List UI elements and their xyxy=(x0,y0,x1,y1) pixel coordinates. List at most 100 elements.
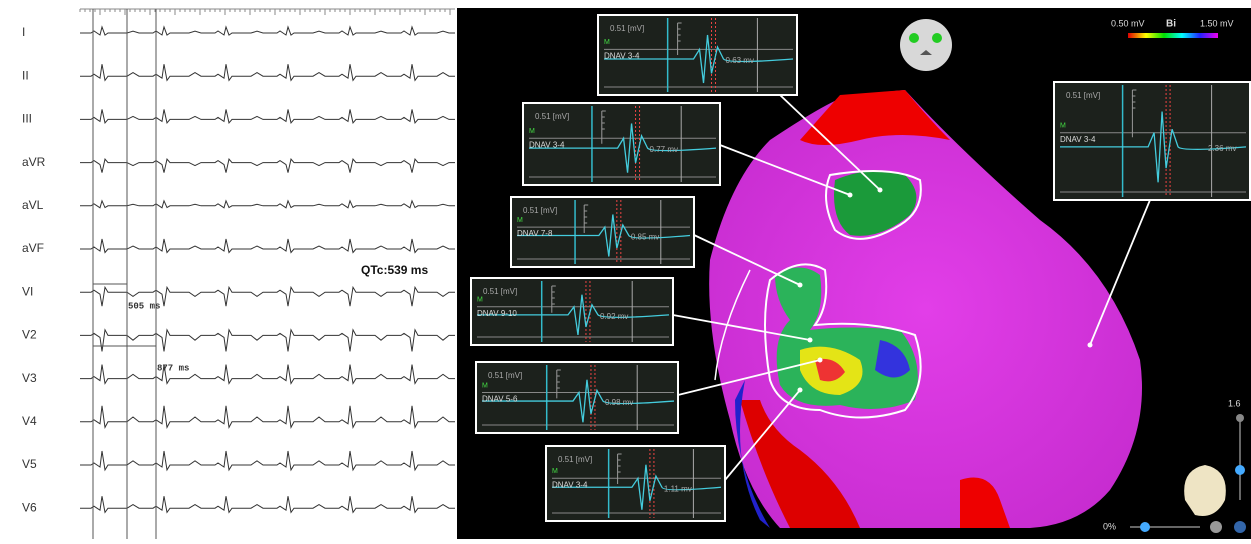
arrow-head xyxy=(1087,342,1093,348)
inset-marker: M xyxy=(1060,123,1066,130)
inset-frame xyxy=(597,14,798,96)
leader-line xyxy=(724,389,801,481)
arrow-head xyxy=(797,282,803,288)
leader-line xyxy=(719,144,851,196)
egm-trace xyxy=(482,379,675,423)
inset-scale: 0.51 [mV] xyxy=(535,112,569,121)
qtc-label: QTc:539 ms xyxy=(361,263,428,277)
ecg-trace xyxy=(80,238,455,254)
scale-bar xyxy=(617,453,622,484)
interval-label: 505 ms xyxy=(128,301,160,311)
ecg-trace xyxy=(80,450,455,472)
inset-scale: 0.51 [mV] xyxy=(483,287,517,296)
ecg-trace xyxy=(80,328,455,352)
inset-marker: M xyxy=(482,382,488,389)
leader-line xyxy=(779,94,881,191)
border-zone xyxy=(735,380,770,528)
inset-scale: 0.51 [mV] xyxy=(523,206,557,215)
egm-inset: 0.51 [mV]M DNAV 3-4 0.77 mv xyxy=(522,102,721,186)
egm-trace xyxy=(517,214,691,257)
lead-label: VI xyxy=(22,284,33,298)
inset-amplitude: 0.77 mv xyxy=(650,145,678,154)
ecg-trace xyxy=(80,199,455,209)
inset-scale: 0.51 [mV] xyxy=(488,371,522,380)
arrow-head xyxy=(877,187,883,193)
inset-label: DNAV 5-6 xyxy=(482,395,518,404)
heart-surface xyxy=(709,90,1142,528)
inset-marker: M xyxy=(529,128,535,135)
lead-label: V2 xyxy=(22,328,37,342)
lead-label: aVR xyxy=(22,155,46,169)
inset-frame xyxy=(470,277,674,346)
scar-core xyxy=(815,358,845,382)
scale-bar xyxy=(551,285,556,313)
lead-label: V5 xyxy=(22,457,37,471)
egm-inset: 0.51 [mV]M DNAV 3-4 0.63 mv xyxy=(597,14,798,96)
border-zone xyxy=(875,340,910,378)
egm-inset: 0.51 [mV]M DNAV 9-10 0.92 mv xyxy=(470,277,674,346)
inset-frame xyxy=(545,445,726,522)
ecg-panel xyxy=(0,0,456,539)
scale-bar xyxy=(601,110,606,144)
leader-line xyxy=(672,314,811,341)
inset-amplitude: 1.11 mv xyxy=(664,484,692,493)
lead-label: aVF xyxy=(22,241,44,255)
egm-trace xyxy=(529,123,717,173)
ecg-trace xyxy=(80,109,455,124)
inset-marker: M xyxy=(552,468,558,475)
ecg-trace xyxy=(80,496,455,514)
colorbar xyxy=(1128,33,1218,38)
egm-trace xyxy=(1060,111,1247,183)
inset-scale: 0.51 [mV] xyxy=(558,455,592,464)
interval-label: 877 ms xyxy=(157,363,189,373)
ecg-trace xyxy=(80,285,455,307)
inset-marker: M xyxy=(604,39,610,46)
scale-bar xyxy=(677,22,682,55)
inset-frame xyxy=(522,102,721,186)
inset-marker: M xyxy=(477,297,483,304)
controls: 1.6 0% xyxy=(1103,398,1246,533)
inset-amplitude: 0.85 mv xyxy=(631,233,659,242)
egm-inset: 0.51 [mV]M DNAV 3-4 1.11 mv xyxy=(545,445,726,522)
egm-inset: 0.51 [mV] M DNAV 3-4 2.36 mv xyxy=(1053,81,1251,201)
inset-label: DNAV 9-10 xyxy=(477,309,517,318)
leader-lines xyxy=(672,94,1151,481)
ecg-trace xyxy=(80,64,455,82)
arrow-head xyxy=(817,357,823,363)
scar-region xyxy=(960,477,1010,528)
ecg-trace xyxy=(80,25,455,36)
inset-scale: 0.51 [mV] xyxy=(1066,91,1100,100)
inset-label: DNAV 3-4 xyxy=(1060,135,1096,144)
outline xyxy=(825,170,922,240)
outline xyxy=(764,263,922,419)
colorbar-mode: Bi xyxy=(1166,19,1176,30)
lead-label: I xyxy=(22,25,25,39)
scale-bar xyxy=(583,204,589,233)
ecg-trace xyxy=(80,405,455,429)
orientation-head xyxy=(900,19,952,71)
opacity-label: 0% xyxy=(1103,521,1116,531)
egm-trace xyxy=(477,294,670,336)
ecg-trace xyxy=(80,158,455,173)
egm-trace xyxy=(552,464,722,510)
voltage-map xyxy=(709,90,1142,528)
egm-inset: 0.51 [mV]M DNAV 5-6 0.98 mv xyxy=(475,361,679,434)
scar-region xyxy=(800,90,950,145)
inset-amplitude: 0.92 mv xyxy=(600,312,628,321)
colorbar-min: 0.50 mV xyxy=(1111,18,1145,28)
scale-bar xyxy=(1131,89,1137,138)
leader-line xyxy=(677,359,821,396)
inset-frame xyxy=(475,361,679,434)
lead-label: V4 xyxy=(22,414,37,428)
arrow-head xyxy=(847,192,853,198)
arrow-head xyxy=(797,387,803,393)
inset-frame xyxy=(1053,81,1251,201)
egm-inset: 0.51 [mV]M DNAV 7-8 0.85 mv xyxy=(510,196,695,268)
leader-line xyxy=(693,234,801,286)
inset-marker: M xyxy=(517,217,523,224)
scale-bar xyxy=(556,369,561,399)
lead-label: II xyxy=(22,68,29,82)
